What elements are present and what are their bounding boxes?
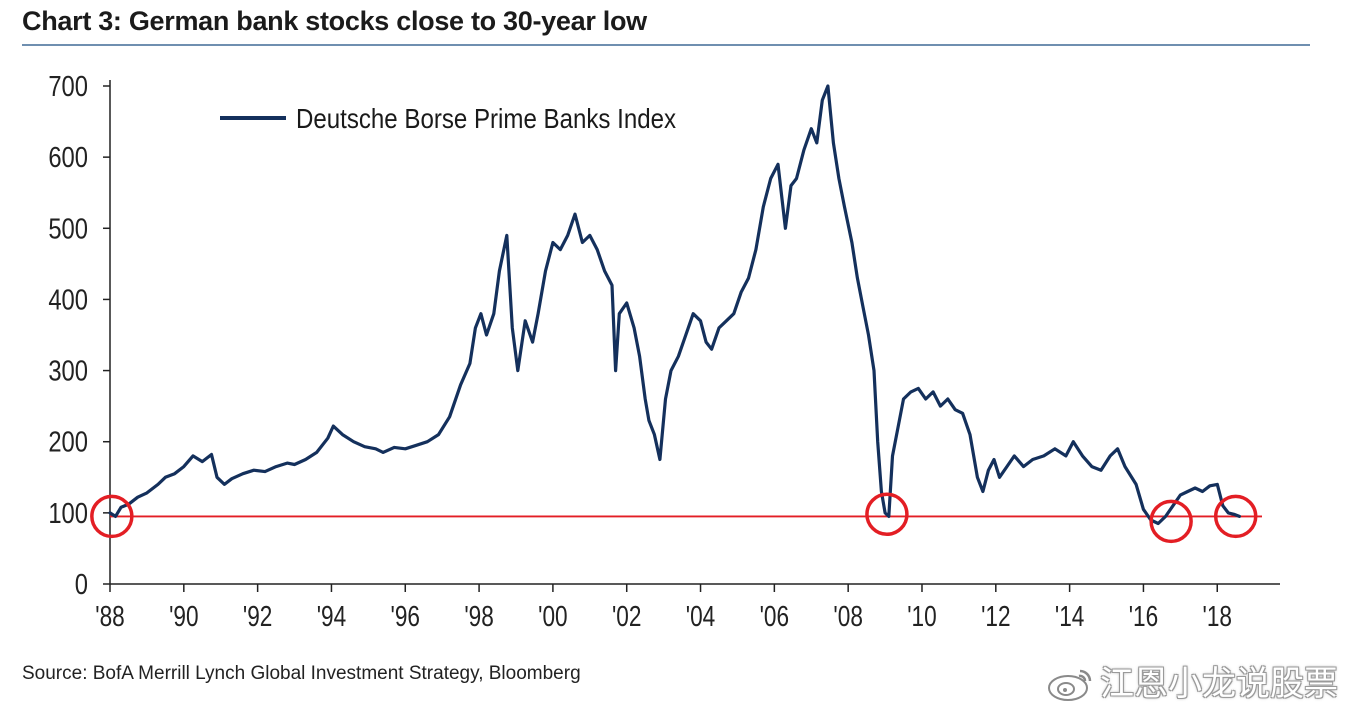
- x-tick-label: '88: [95, 599, 124, 632]
- highlight-circle: [1213, 494, 1258, 539]
- legend-label: Deutsche Borse Prime Banks Index: [296, 102, 676, 134]
- x-tick-label: '94: [317, 599, 346, 632]
- highlight-circle: [90, 494, 134, 539]
- x-tick-label: '92: [243, 599, 272, 632]
- x-tick-label: '02: [612, 599, 641, 632]
- y-tick-label: 500: [48, 212, 88, 245]
- y-tick-label: 600: [48, 141, 88, 174]
- highlight-circle: [1149, 499, 1193, 544]
- watermark-text: 江恩小龙说股票: [1100, 664, 1338, 704]
- x-tick-label: '16: [1129, 599, 1158, 632]
- x-tick-label: '08: [833, 599, 862, 632]
- x-tick-label: '90: [169, 599, 198, 632]
- x-tick-label: '06: [760, 599, 789, 632]
- highlight-circle: [865, 492, 909, 537]
- y-tick-label: 200: [48, 425, 88, 458]
- chart-title: Chart 3: German bank stocks close to 30-…: [22, 6, 647, 36]
- weibo-logo-icon: [1048, 669, 1092, 701]
- legend: Deutsche Borse Prime Banks Index: [220, 102, 676, 134]
- x-tick-label: '14: [1055, 599, 1084, 632]
- x-tick-label: '96: [391, 599, 420, 632]
- x-tick-label: '18: [1203, 599, 1232, 632]
- y-tick-label: 0: [75, 568, 88, 601]
- watermark: 江恩小龙说股票: [1046, 656, 1338, 705]
- x-tick-label: '00: [538, 599, 567, 632]
- x-tick-label: '12: [981, 599, 1010, 632]
- y-tick-label: 300: [48, 354, 88, 387]
- y-tick-label: 700: [48, 70, 88, 103]
- y-tick-label: 100: [48, 497, 88, 530]
- title-rule: [22, 44, 1310, 46]
- x-tick-label: '10: [907, 599, 936, 632]
- x-tick-label: '98: [464, 599, 493, 632]
- x-tick-label: '04: [686, 599, 715, 632]
- source-note: Source: BofA Merrill Lynch Global Invest…: [22, 663, 581, 684]
- y-tick-label: 400: [48, 283, 88, 316]
- series-line-prime-banks-index: [108, 84, 1242, 526]
